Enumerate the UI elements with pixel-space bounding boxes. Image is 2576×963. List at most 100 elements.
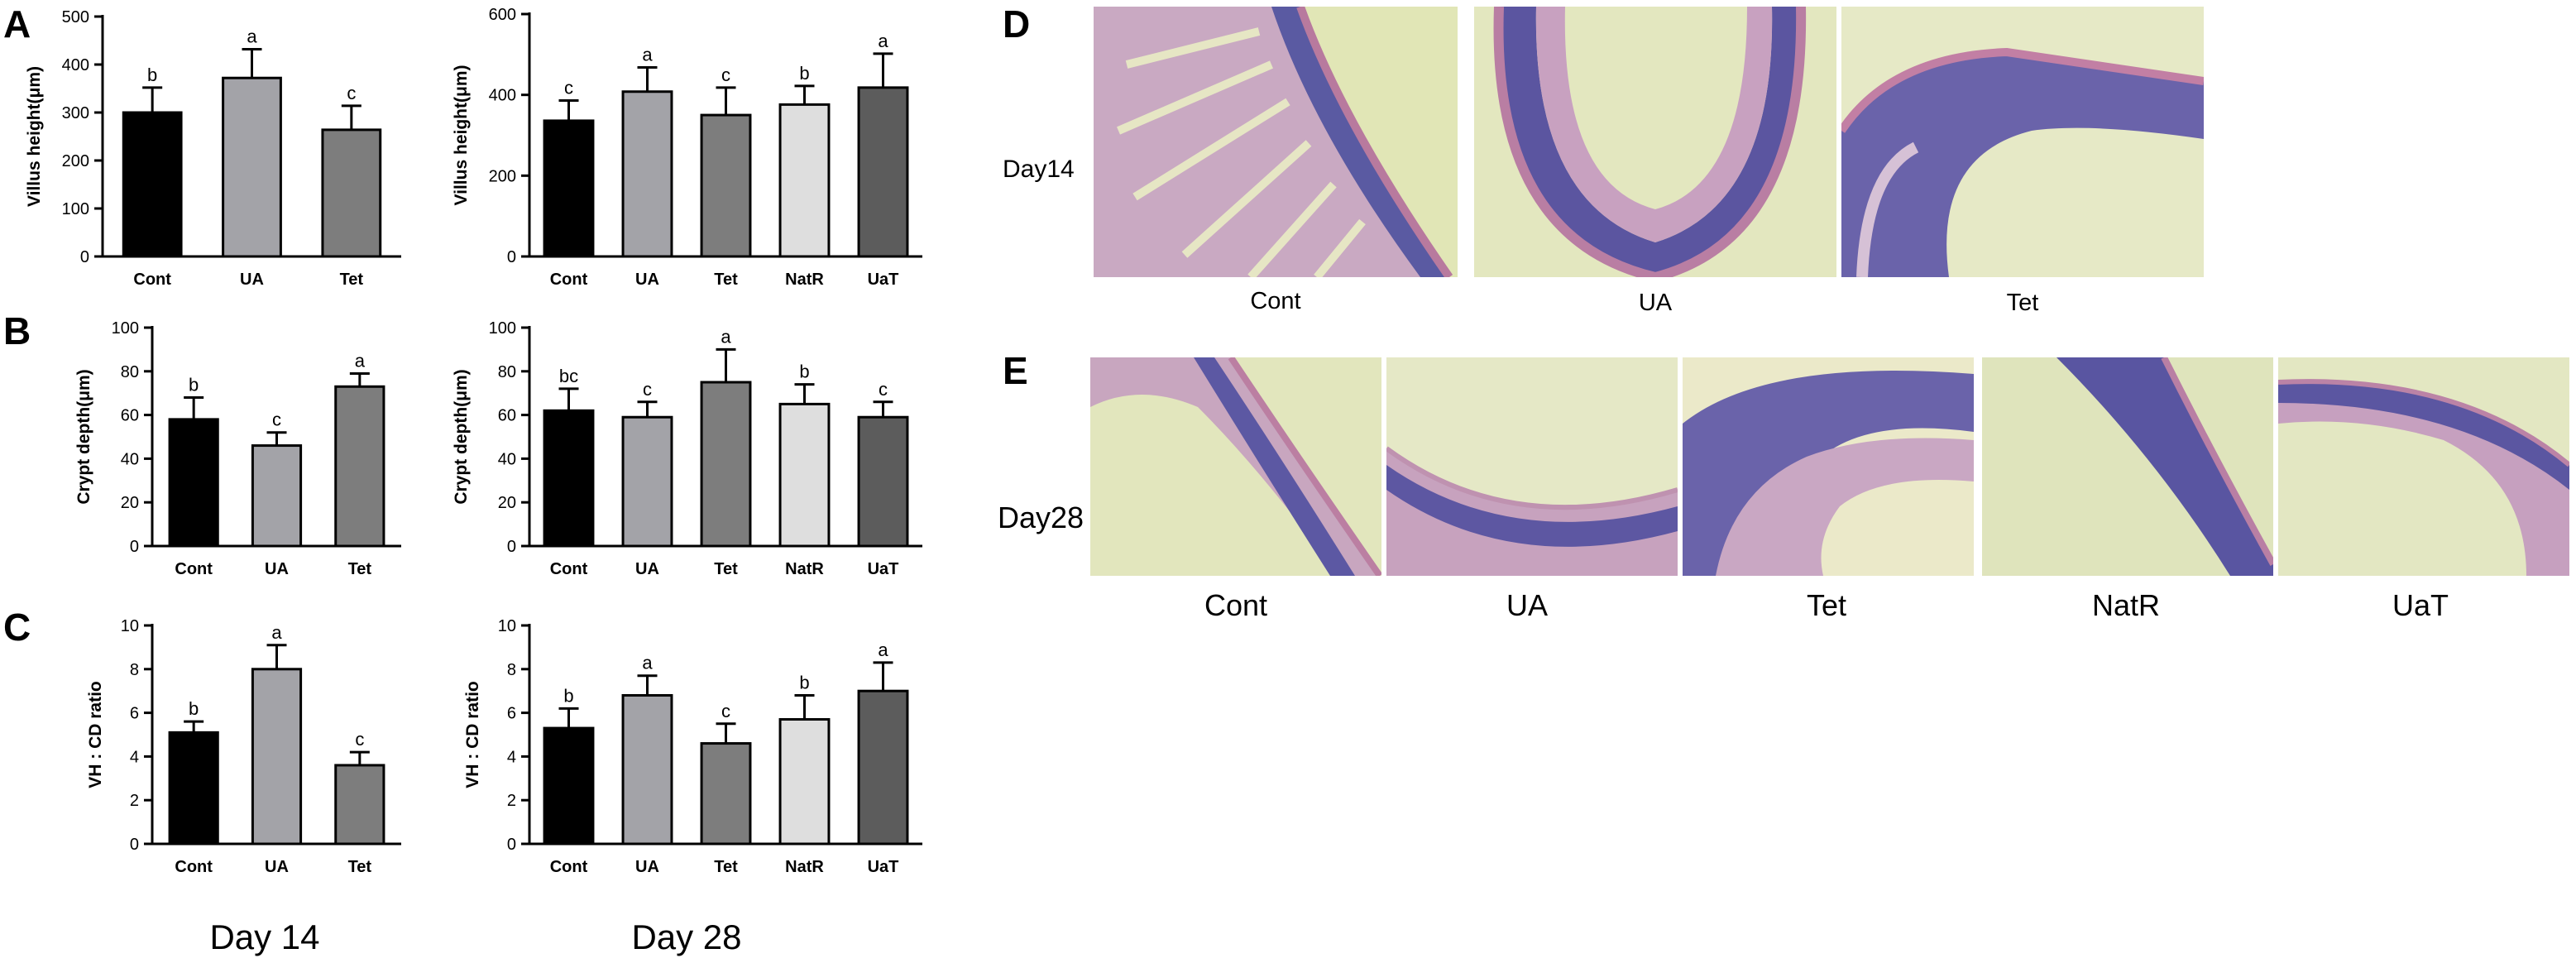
- chart-c-day14-x-tick-label: Tet: [348, 858, 372, 876]
- tissue-section-image: [1386, 357, 1678, 576]
- chart-c-day28-sig-letter: b: [563, 685, 573, 706]
- chart-a-day14-sig-letter: b: [147, 65, 157, 85]
- caption-e-cont: Cont: [1204, 588, 1268, 622]
- chart-c-day28-y-tick-label: 10: [498, 617, 516, 635]
- chart-b-day28-y-tick-label: 60: [498, 407, 516, 425]
- chart-a-day28-sig-letter: a: [878, 31, 888, 51]
- day-label-e: Day28: [998, 501, 1085, 534]
- chart-a-day14-y-tick-label: 300: [62, 104, 89, 122]
- chart-b-day28-x-tick-label: Tet: [714, 560, 738, 578]
- micrograph-e-cont: [1090, 357, 1381, 576]
- chart-b-day28-bar-natr: [778, 402, 831, 548]
- tissue-section-image: [1094, 7, 1458, 277]
- chart-b-day14-sig-letter: b: [189, 374, 199, 395]
- chart-a-day28-x-tick-label: UA: [635, 271, 659, 289]
- chart-c-day14-sig-letter: b: [189, 698, 199, 719]
- chart-a-day28-sig-letter: c: [564, 78, 573, 98]
- chart-a-day28-sig-letter: b: [799, 63, 809, 84]
- chart-b-day28-y-axis-label: Crypt depth(μm): [452, 369, 471, 504]
- chart-b-day14-bar-cont: [168, 418, 219, 548]
- panel-letter-c: C: [3, 606, 31, 649]
- caption-d-ua: UA: [1638, 290, 1673, 316]
- caption-e-tet: Tet: [1806, 588, 1847, 622]
- chart-b-day14-sig-letter: a: [355, 350, 366, 371]
- panel-letter-b: B: [3, 309, 31, 352]
- chart-c-day14-sig-letter: c: [355, 729, 364, 750]
- chart-b-day28-bar-tet: [700, 381, 752, 548]
- chart-a-day14-sig-letter: a: [247, 26, 257, 46]
- chart-a-day28-bar-ua: [621, 90, 673, 258]
- chart-a-day14-x-tick-label: Cont: [133, 271, 171, 289]
- chart-c-day28-y-tick-label: 2: [507, 792, 516, 810]
- chart-c-day28-bar-uat: [857, 689, 909, 846]
- chart-a-day28-bar-tet: [700, 113, 752, 258]
- chart-c-day14-x-tick-label: UA: [265, 858, 289, 876]
- chart-a-day14-y-tick-label: 400: [62, 56, 89, 74]
- micrograph-e-ua: [1386, 357, 1678, 576]
- chart-b-day14-y-tick-label: 100: [112, 319, 139, 338]
- tissue-section-image: [1841, 7, 2204, 277]
- chart-c-day14-y-tick-label: 0: [130, 836, 139, 854]
- chart-a-day14-y-tick-label: 500: [62, 8, 89, 26]
- chart-c-day28-x-tick-label: Tet: [714, 858, 738, 876]
- micrograph-d-ua: [1474, 7, 1836, 277]
- chart-c-day28-bar-tet: [700, 742, 752, 846]
- chart-b-day14-y-tick-label: 20: [121, 494, 139, 512]
- chart-b-day28-x-tick-label: Cont: [550, 560, 588, 578]
- chart-b-day14-sig-letter: c: [272, 410, 281, 430]
- chart-b-day14-x-tick-label: Tet: [348, 560, 372, 578]
- chart-b-day28-x-tick-label: UA: [635, 560, 659, 578]
- chart-c-day28-y-tick-label: 6: [507, 705, 516, 723]
- chart-a-day28-y-axis-label: Villus height(μm): [452, 65, 471, 206]
- chart-c-day14-bar-ua: [251, 668, 303, 846]
- day-label-day28: Day 28: [631, 917, 742, 956]
- chart-c-day28-sig-letter: c: [721, 701, 730, 721]
- chart-b-day28-x-tick-label: UaT: [868, 560, 899, 578]
- tissue-section-image: [1474, 7, 1836, 277]
- chart-b-day28-y-tick-label: 100: [489, 319, 516, 338]
- chart-b-day14-x-tick-label: UA: [265, 560, 289, 578]
- caption-e-natr: NatR: [2091, 588, 2161, 622]
- chart-a-day14-bar-ua: [222, 76, 282, 258]
- micrograph-e-uat: [2278, 357, 2569, 576]
- tissue-section-image: [2278, 357, 2569, 576]
- chart-a-day14-bar-tet: [321, 128, 382, 258]
- chart-c-day14-y-tick-label: 6: [130, 705, 139, 723]
- chart-a-day14-x-tick-label: UA: [240, 271, 264, 289]
- chart-a-day14-x-tick-label: Tet: [340, 271, 364, 289]
- chart-a-day28-x-tick-label: NatR: [785, 271, 824, 289]
- chart-b-day28-bar-cont: [543, 409, 595, 548]
- chart-a-day28-x-tick-label: UaT: [868, 271, 899, 289]
- tissue-section-image: [1683, 357, 1974, 576]
- micrograph-e-natr: [1982, 357, 2273, 576]
- chart-c-day14-bar-tet: [334, 764, 385, 846]
- day-label-d: Day14: [1003, 156, 1075, 183]
- chart-a-day14-sig-letter: c: [347, 83, 356, 103]
- chart-a-day28-y-tick-label: 200: [489, 167, 516, 185]
- chart-a-day14-y-tick-label: 0: [80, 248, 89, 266]
- chart-c-day28-y-axis-label: VH : CD ratio: [463, 681, 482, 788]
- chart-b-day14-x-tick-label: Cont: [175, 560, 213, 578]
- chart-a-day14-y-axis-label: Villus height(μm): [25, 66, 44, 207]
- chart-b-day28-sig-letter: a: [721, 326, 731, 347]
- micrograph-d-cont: [1094, 7, 1458, 277]
- chart-b-day28-bar-ua: [621, 415, 673, 548]
- chart-b-day14-y-tick-label: 60: [121, 407, 139, 425]
- chart-a-day14-y-tick-label: 200: [62, 152, 89, 170]
- chart-b-day14-bar-tet: [334, 385, 385, 548]
- chart-b-day14-bar-ua: [251, 444, 303, 548]
- panel-letter-e: E: [1003, 349, 1028, 392]
- chart-c-day14-x-tick-label: Cont: [175, 858, 213, 876]
- chart-a-day28-bar-natr: [778, 103, 831, 258]
- chart-a-day28-bar-cont: [543, 119, 595, 258]
- chart-a-day14-y-tick-label: 100: [62, 200, 89, 218]
- tissue-section-image: [1090, 357, 1381, 576]
- chart-b-day28-x-tick-label: NatR: [785, 560, 824, 578]
- chart-c-day28-bar-natr: [778, 718, 831, 846]
- chart-c-day28-x-tick-label: UA: [635, 858, 659, 876]
- chart-c-day14-y-tick-label: 8: [130, 661, 139, 679]
- chart-a-day28-x-tick-label: Cont: [550, 271, 588, 289]
- chart-c-day28-sig-letter: b: [799, 672, 809, 692]
- chart-c-day14-bar-cont: [168, 731, 219, 846]
